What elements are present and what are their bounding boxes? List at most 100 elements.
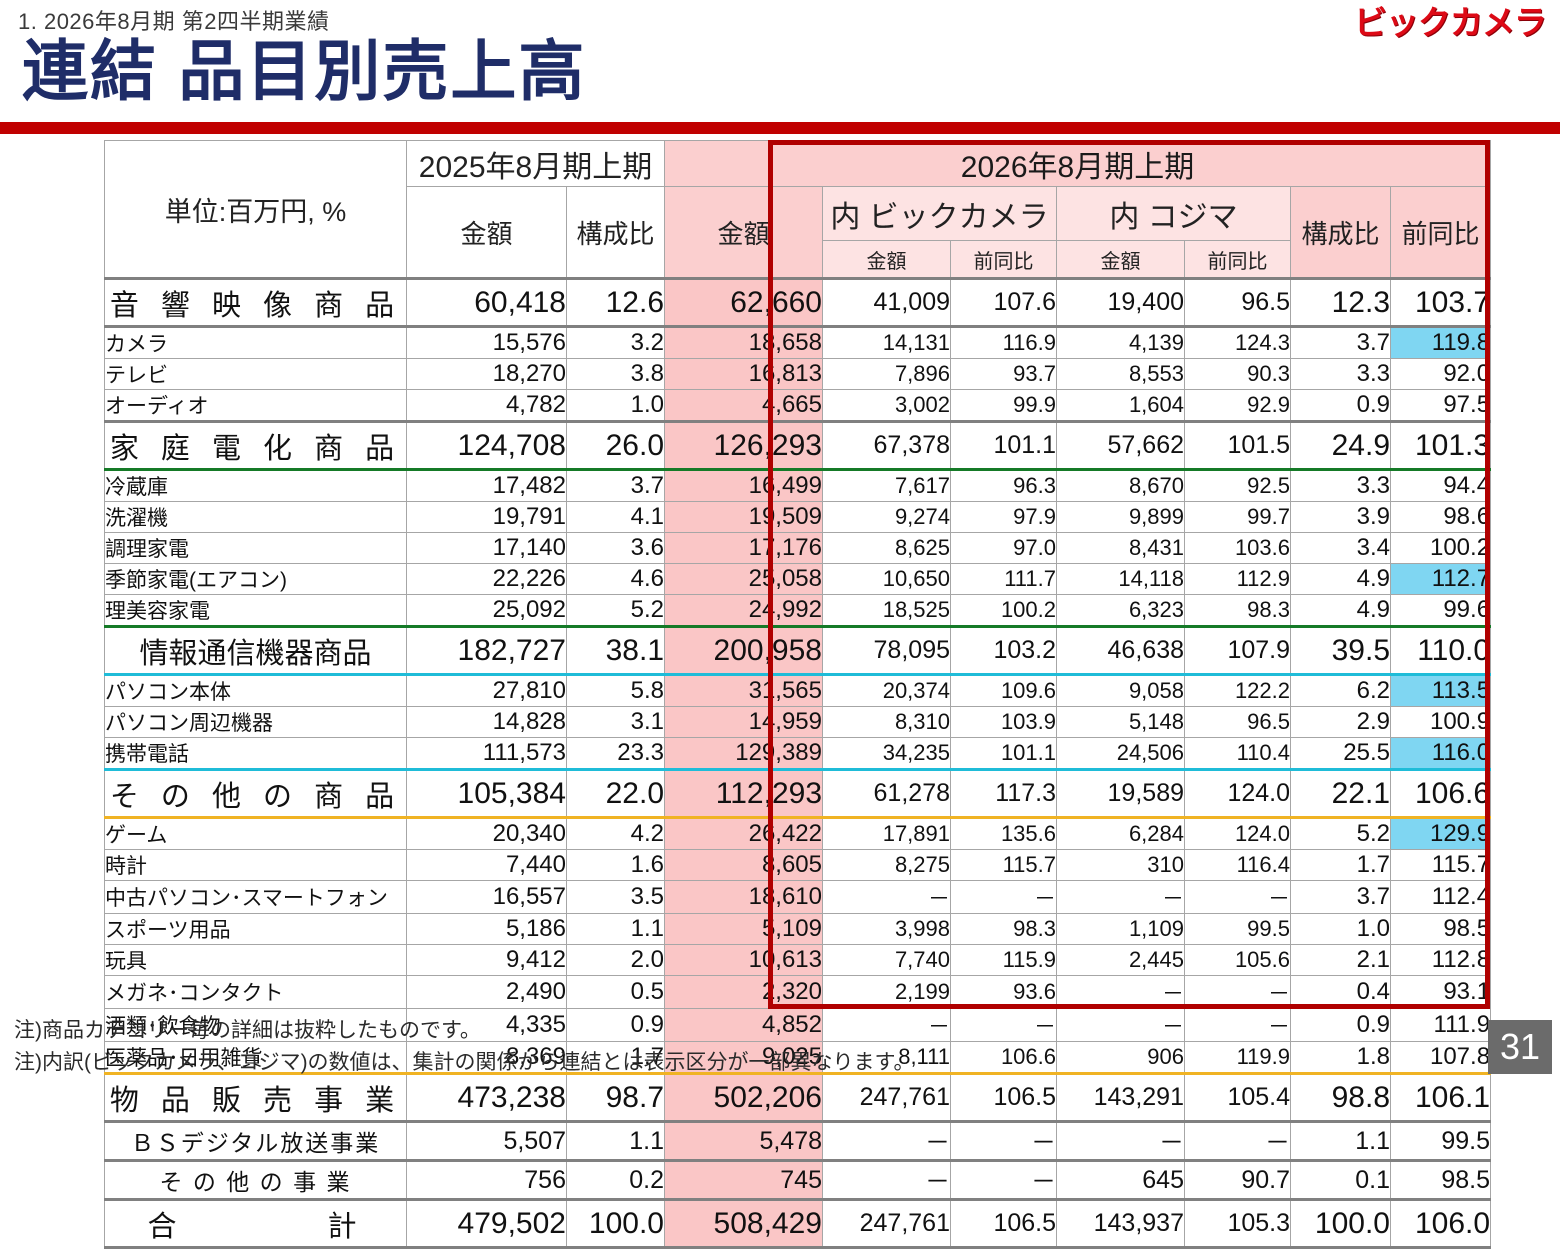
- cell-kojima-amount: 1,109: [1056, 913, 1185, 945]
- col-header-kojima-yoy: 前同比: [1184, 240, 1291, 279]
- cell-kojima-yoy: 103.6: [1184, 532, 1291, 564]
- cell-kojima-amount: 14,118: [1056, 563, 1185, 595]
- cell-bic-amount: 8,275: [822, 849, 951, 881]
- row-label-sub: 洗濯機: [104, 501, 407, 533]
- cell-prev-ratio: 23.3: [566, 737, 665, 771]
- cell-bic-amount: －: [822, 1160, 951, 1200]
- cell-bic-yoy: 117.3: [950, 768, 1057, 819]
- row-label-sub: 季節家電(エアコン): [104, 563, 407, 595]
- cell-curr-amount: 16,813: [664, 358, 823, 390]
- cell-kojima-yoy: 122.2: [1184, 673, 1291, 707]
- cell-bic-amount: 7,896: [822, 358, 951, 390]
- cell-prev-ratio: 38.1: [566, 625, 665, 676]
- cell-kojima-amount: 8,431: [1056, 532, 1185, 564]
- cell-prev-amount: 16,557: [406, 880, 567, 914]
- cell-bic-yoy: －: [950, 1008, 1057, 1042]
- cell-prev-amount: 5,186: [406, 913, 567, 945]
- cell-prev-ratio: 100.0: [566, 1198, 665, 1249]
- row-label-sub: カメラ: [104, 325, 407, 359]
- table-row: 医薬品･日用雑貨 8,369 1.7 9,025 8,111 106.6 906 119.9 1…: [104, 1041, 1492, 1075]
- cell-bic-yoy: 93.7: [950, 358, 1057, 390]
- cell-curr-amount: 508,429: [664, 1198, 823, 1249]
- cell-curr-yoy: 97.5: [1389, 389, 1492, 423]
- table-row: メガネ･コンタクト 2,490 0.5 2,320 2,199 93.6 －－ 0.4 93.1: [104, 975, 1492, 1009]
- title-rule-divider: [0, 122, 1560, 134]
- cell-bic-yoy: 115.9: [950, 944, 1057, 976]
- header-row-group: 単位:百万円, % 2025年8月期上期 2026年8月期上期: [104, 140, 1492, 279]
- cell-curr-ratio: 4.9: [1290, 563, 1391, 595]
- col-header-bic-yoy: 前同比: [950, 240, 1057, 279]
- cell-kojima-yoy: 96.5: [1184, 277, 1291, 328]
- cell-curr-ratio: 2.9: [1290, 706, 1391, 738]
- col-header-curr-amount: 金額: [664, 186, 823, 279]
- cell-curr-yoy: 99.6: [1389, 594, 1492, 628]
- cell-kojima-amount: 143,291: [1056, 1072, 1185, 1123]
- cell-bic-yoy: 103.2: [950, 625, 1057, 676]
- cell-bic-yoy: 97.9: [950, 501, 1057, 533]
- cell-curr-ratio: 1.1: [1290, 1121, 1391, 1162]
- cell-bic-amount: 78,095: [822, 625, 951, 676]
- cell-curr-ratio: 3.3: [1290, 468, 1391, 502]
- row-label-sub: テレビ: [104, 358, 407, 390]
- cell-prev-amount: 22,226: [406, 563, 567, 595]
- cell-kojima-amount: 2,445: [1056, 944, 1185, 976]
- cell-kojima-yoy: －: [1184, 1121, 1291, 1162]
- cell-kojima-yoy: 90.7: [1184, 1160, 1291, 1200]
- row-label-segment: ＢＳデジタル放送事業: [104, 1121, 407, 1162]
- cell-curr-ratio: 4.9: [1290, 594, 1391, 628]
- cell-curr-amount: 17,176: [664, 532, 823, 564]
- cell-curr-ratio: 2.1: [1290, 944, 1391, 976]
- table-row: 酒類･飲食物 4,335 0.9 4,852 －－－－ 0.9 111.9: [104, 1008, 1492, 1042]
- page-number-badge: 31: [1488, 1020, 1552, 1074]
- cell-kojima-yoy: 101.5: [1184, 420, 1291, 471]
- header-row-sub: 金額 構成比 金額 内 ビックカメラ 内 コジマ 構成比 前同比: [105, 185, 1492, 279]
- cell-bic-amount: 14,131: [822, 325, 951, 359]
- cell-kojima-yoy: 98.3: [1184, 594, 1291, 628]
- row-label-category: 家 庭 電 化 商 品: [104, 420, 407, 471]
- cell-bic-amount: 8,625: [822, 532, 951, 564]
- cell-curr-ratio: 5.2: [1290, 816, 1391, 850]
- cell-prev-ratio: 5.8: [566, 673, 665, 707]
- cell-prev-amount: 4,782: [406, 389, 567, 423]
- cell-curr-yoy: 112.4: [1389, 880, 1492, 914]
- cell-bic-yoy: 135.6: [950, 816, 1057, 850]
- cell-prev-amount: 8,369: [406, 1041, 567, 1075]
- table-row: パソコン本体 27,810 5.8 31,565 20,374 109.6 9,058 122…: [104, 673, 1492, 707]
- cell-prev-amount: 182,727: [406, 625, 567, 676]
- cell-curr-yoy: 112.8: [1389, 944, 1492, 976]
- cell-curr-yoy: 98.5: [1389, 1160, 1492, 1200]
- footnote-1: 注)商品カテゴリー毎の詳細は抜粋したものです。: [14, 1019, 481, 1042]
- cell-curr-yoy: 112.7: [1389, 563, 1492, 595]
- cell-bic-yoy: －: [950, 880, 1057, 914]
- cell-prev-amount: 5,507: [406, 1121, 567, 1162]
- cell-prev-ratio: 4.2: [566, 816, 665, 850]
- cell-prev-amount: 105,384: [406, 768, 567, 819]
- cell-curr-yoy: 115.7: [1389, 849, 1492, 881]
- cell-bic-yoy: 101.1: [950, 737, 1057, 771]
- row-label-sub: メガネ･コンタクト: [104, 975, 407, 1009]
- cell-bic-yoy: 96.3: [950, 468, 1057, 502]
- cell-curr-amount: 112,293: [664, 768, 823, 819]
- table-row: 中古パソコン･スマートフォン 16,557 3.5 18,610 －－－－ 3.7 112.…: [104, 880, 1492, 914]
- cell-kojima-yoy: 124.0: [1184, 768, 1291, 819]
- cell-curr-yoy: 92.0: [1389, 358, 1492, 390]
- cell-curr-ratio: 3.4: [1290, 532, 1391, 564]
- cell-prev-amount: 124,708: [406, 420, 567, 471]
- cell-kojima-amount: 5,148: [1056, 706, 1185, 738]
- cell-kojima-amount: －: [1056, 975, 1185, 1009]
- cell-curr-yoy: 106.1: [1389, 1072, 1492, 1123]
- cell-bic-amount: 247,761: [822, 1198, 951, 1249]
- cell-kojima-yoy: 112.9: [1184, 563, 1291, 595]
- cell-prev-ratio: 1.6: [566, 849, 665, 881]
- cell-prev-ratio: 1.1: [566, 1121, 665, 1162]
- table-row: オーディオ 4,782 1.0 4,665 3,002 99.9 1,604 92.9 0.9 9…: [104, 389, 1492, 423]
- cell-kojima-yoy: 105.6: [1184, 944, 1291, 976]
- cell-kojima-yoy: 116.4: [1184, 849, 1291, 881]
- cell-curr-yoy: 116.0: [1389, 737, 1492, 771]
- cell-curr-amount: 126,293: [664, 420, 823, 471]
- cell-bic-amount: 9,274: [822, 501, 951, 533]
- cell-bic-amount: 18,525: [822, 594, 951, 628]
- cell-curr-ratio: 0.9: [1290, 389, 1391, 423]
- cell-prev-ratio: 3.8: [566, 358, 665, 390]
- cell-curr-ratio: 3.7: [1290, 880, 1391, 914]
